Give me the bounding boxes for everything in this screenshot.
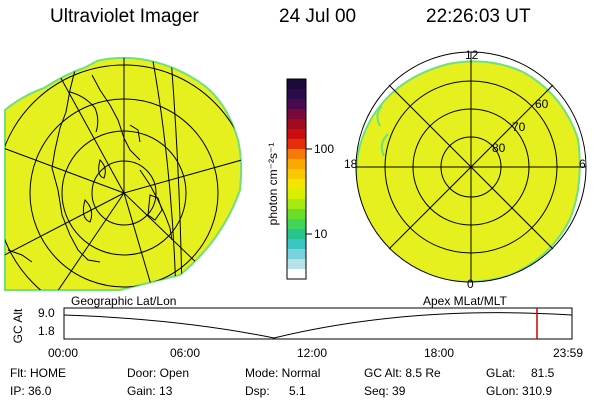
info-door: Door: Open <box>127 366 190 380</box>
colorbar-cell <box>287 119 306 130</box>
colorbar-cell <box>287 169 306 180</box>
magnetic-image <box>355 51 587 283</box>
info-glon: GLon: 310.9 <box>486 384 553 398</box>
magnetic-label: Apex MLat/MLT <box>423 294 507 308</box>
colorbar-cell <box>287 239 306 250</box>
altitude-plot <box>63 307 573 340</box>
altitude-curve <box>63 312 573 339</box>
alt-xtick-1800: 18:00 <box>424 346 455 360</box>
colorbar-cell <box>287 109 306 120</box>
colorbar-cell <box>287 189 306 200</box>
colorbar-unit-label: photon cm⁻²s⁻¹ <box>266 142 280 226</box>
colorbar-cell <box>287 129 306 140</box>
color-scale-bar <box>286 78 312 280</box>
colorbar-tick-100: 100 <box>314 142 335 156</box>
mlt-label-0: 0 <box>467 277 474 291</box>
geographic-label: Geographic Lat/Lon <box>71 294 177 308</box>
info-gain: Gain: 13 <box>127 384 173 398</box>
colorbar-cell <box>287 269 306 280</box>
colorbar-cell <box>287 209 306 220</box>
colorbar-cell <box>287 89 306 100</box>
alt-ytick-1.8: 1.8 <box>38 324 55 338</box>
image-time: 22:26:03 UT <box>426 6 531 27</box>
info-dsp-label: Dsp: <box>245 384 270 398</box>
mlat-label-60: 60 <box>535 97 549 111</box>
colorbar-cell <box>287 259 306 270</box>
info-ip: IP: 36.0 <box>10 384 52 398</box>
info-seq: Seq: 39 <box>364 384 406 398</box>
colorbar-cell <box>287 229 306 240</box>
colorbar-cell <box>287 179 306 190</box>
info-mode: Mode: Normal <box>245 366 321 380</box>
image-date: 24 Jul 00 <box>279 6 357 27</box>
mlt-label-6: 6 <box>579 157 586 171</box>
mlat-label-80: 80 <box>492 141 506 155</box>
info-dsp-value: 5.1 <box>289 384 306 398</box>
coastline-outlines <box>7 69 173 263</box>
alt-xtick-0600: 06:00 <box>170 346 201 360</box>
colorbar-cell <box>287 159 306 170</box>
colorbar-tick-10: 10 <box>314 227 328 241</box>
colorbar-cell <box>287 149 306 160</box>
colorbar-cell <box>287 79 306 90</box>
alt-ytick-9: 9.0 <box>38 306 55 320</box>
alt-xtick-0000: 00:00 <box>48 346 79 360</box>
colorbar-cell <box>287 99 306 110</box>
alt-plot-ylabel: GC Alt <box>11 308 25 344</box>
app-title: Ultraviolet Imager <box>50 6 199 27</box>
mlt-label-12: 12 <box>465 48 479 62</box>
alt-xtick-1200: 12:00 <box>297 346 328 360</box>
geographic-image <box>4 56 243 291</box>
info-flt: Flt: HOME <box>10 366 66 380</box>
colorbar-cell <box>287 139 306 150</box>
colorbar-cell <box>287 249 306 260</box>
info-glat-label: GLat: <box>486 366 516 380</box>
mlat-label-70: 70 <box>512 120 526 134</box>
alt-xtick-2359: 23:59 <box>553 346 584 360</box>
colorbar-cell <box>287 219 306 230</box>
mlat-mlt-grid <box>356 52 586 282</box>
info-glat-value: 81.5 <box>531 366 555 380</box>
info-gc-alt: GC Alt: 8.5 Re <box>364 366 441 380</box>
mlt-label-18: 18 <box>344 157 358 171</box>
colorbar-cell <box>287 199 306 210</box>
